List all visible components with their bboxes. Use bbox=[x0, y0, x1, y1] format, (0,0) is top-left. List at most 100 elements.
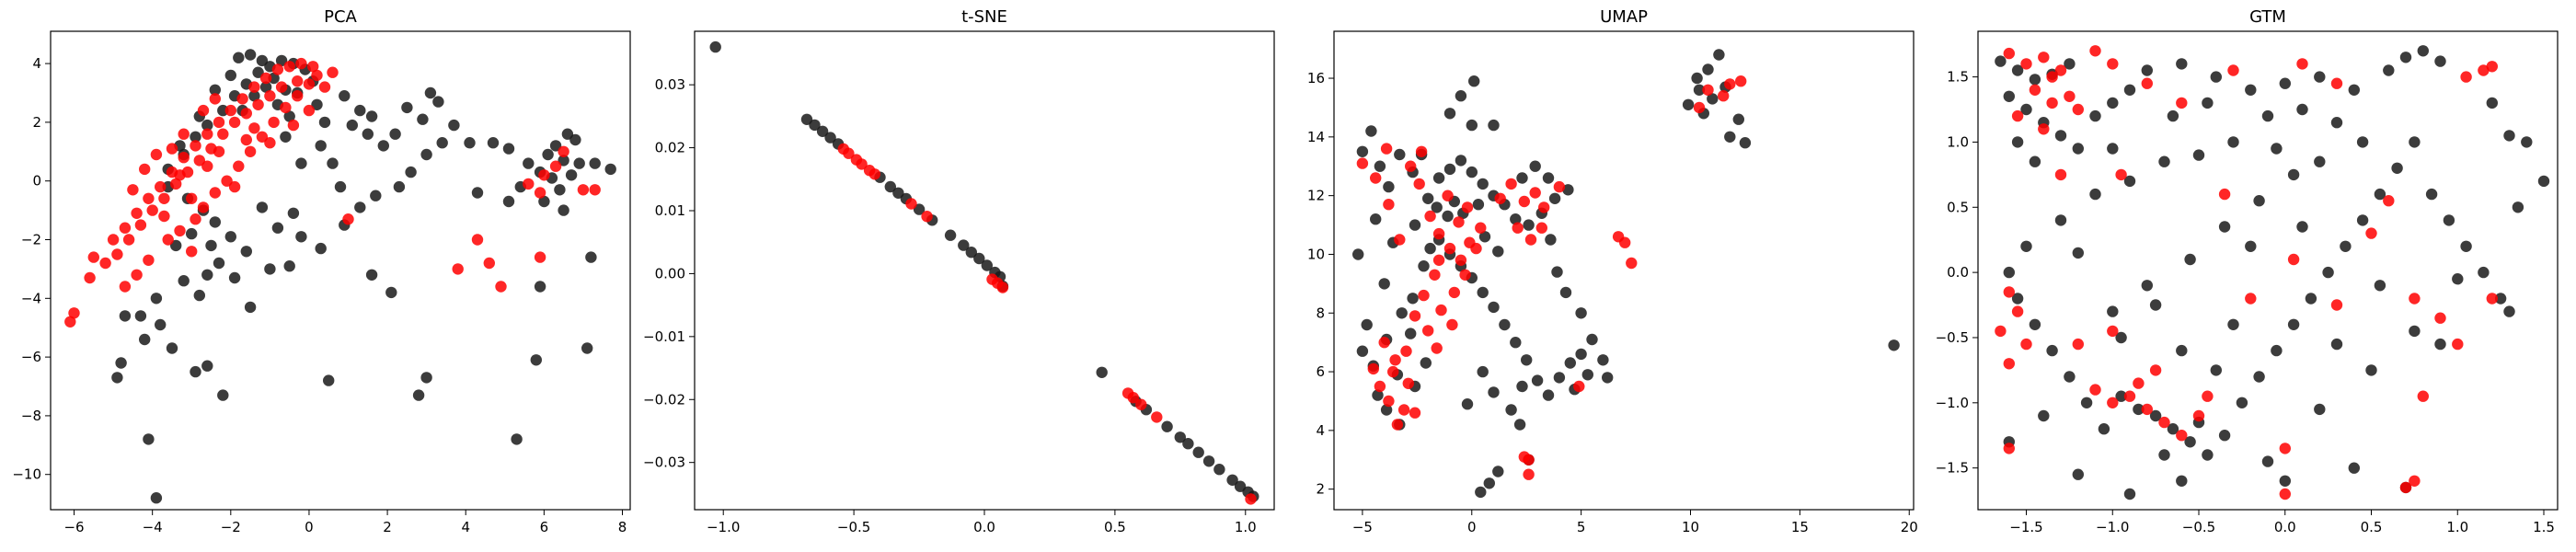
red-data-point bbox=[1356, 157, 1369, 169]
black-data-point bbox=[2356, 136, 2369, 148]
red-data-point bbox=[549, 160, 562, 172]
black-data-point bbox=[1432, 172, 1445, 184]
black-data-point bbox=[1581, 369, 1594, 381]
black-data-point bbox=[1361, 318, 1373, 331]
y-tick-label: −2 bbox=[21, 232, 41, 248]
black-data-point bbox=[709, 40, 721, 53]
black-data-point bbox=[2184, 436, 2196, 448]
red-data-point bbox=[2020, 58, 2032, 70]
black-data-point bbox=[2417, 45, 2429, 57]
red-data-point bbox=[131, 269, 143, 281]
red-data-point bbox=[534, 251, 546, 263]
black-data-point bbox=[436, 137, 448, 149]
red-data-point bbox=[280, 101, 292, 114]
x-tick-label: 1.0 bbox=[1235, 519, 1257, 535]
black-data-point bbox=[365, 269, 378, 281]
red-data-point bbox=[248, 81, 260, 93]
red-data-point bbox=[2176, 430, 2188, 442]
red-data-point bbox=[2409, 293, 2421, 305]
black-data-point bbox=[2072, 468, 2084, 480]
red-data-point bbox=[2064, 90, 2076, 103]
black-data-point bbox=[2003, 266, 2015, 279]
black-data-point bbox=[252, 66, 264, 78]
black-data-point bbox=[2314, 71, 2326, 83]
black-data-point bbox=[318, 116, 331, 129]
black-data-point bbox=[2158, 155, 2170, 167]
black-data-point bbox=[1510, 337, 1522, 349]
black-data-point bbox=[2141, 280, 2153, 292]
black-data-point bbox=[244, 49, 257, 61]
red-data-point bbox=[2020, 338, 2032, 351]
red-data-point bbox=[1374, 380, 1386, 393]
red-data-point bbox=[1724, 78, 1736, 90]
red-data-point bbox=[1402, 377, 1415, 389]
black-data-point bbox=[2133, 403, 2145, 416]
red-data-point bbox=[2296, 58, 2308, 70]
black-data-point bbox=[1523, 219, 1535, 231]
black-data-point bbox=[554, 184, 566, 196]
black-data-point bbox=[256, 54, 269, 67]
black-data-point bbox=[2038, 409, 2050, 422]
red-data-point bbox=[2115, 168, 2127, 181]
red-data-point bbox=[1518, 195, 1531, 208]
red-data-point bbox=[283, 61, 295, 73]
black-data-point bbox=[2218, 221, 2231, 233]
red-data-point bbox=[1432, 227, 1445, 240]
black-data-point bbox=[1466, 119, 1478, 132]
black-data-point bbox=[2107, 97, 2119, 109]
y-tick-label: 2 bbox=[1316, 481, 1325, 498]
red-data-point bbox=[209, 187, 221, 199]
red-data-point bbox=[119, 222, 132, 234]
red-data-point bbox=[471, 234, 484, 246]
black-data-point bbox=[1542, 389, 1555, 401]
black-data-point bbox=[1443, 163, 1456, 176]
red-data-point bbox=[1413, 178, 1425, 190]
x-tick-label: 8 bbox=[618, 519, 627, 535]
black-data-point bbox=[2089, 188, 2101, 201]
black-data-point bbox=[323, 374, 335, 386]
black-data-point bbox=[542, 148, 554, 161]
red-data-point bbox=[2038, 52, 2050, 63]
red-data-point bbox=[119, 281, 132, 293]
red-data-point bbox=[111, 248, 123, 260]
black-data-point bbox=[1461, 398, 1474, 410]
black-data-point bbox=[1455, 155, 1467, 167]
red-data-point bbox=[2029, 84, 2041, 97]
black-data-point bbox=[362, 128, 374, 140]
red-data-point bbox=[1245, 493, 1257, 505]
black-data-point bbox=[2167, 423, 2179, 435]
black-data-point bbox=[412, 389, 425, 401]
red-data-point bbox=[1429, 269, 1441, 281]
black-data-point bbox=[2245, 84, 2257, 97]
red-data-point bbox=[197, 104, 210, 117]
black-data-point bbox=[2123, 175, 2136, 188]
black-data-point bbox=[2253, 371, 2265, 383]
black-data-point bbox=[2521, 136, 2533, 148]
red-data-point bbox=[589, 184, 601, 196]
black-data-point bbox=[534, 281, 546, 293]
black-data-point bbox=[1405, 328, 1417, 339]
red-data-point bbox=[259, 72, 272, 85]
red-data-point bbox=[1409, 407, 1421, 419]
black-data-point bbox=[1407, 293, 1419, 305]
red-data-point bbox=[1370, 172, 1382, 184]
black-data-point bbox=[2296, 221, 2308, 233]
red-data-point bbox=[87, 251, 100, 263]
red-data-point bbox=[577, 184, 590, 196]
black-data-point bbox=[2176, 475, 2188, 487]
black-data-point bbox=[573, 157, 585, 169]
black-data-point bbox=[1468, 75, 1480, 87]
red-data-point bbox=[2054, 168, 2067, 181]
black-data-point bbox=[2348, 84, 2360, 97]
red-data-point bbox=[558, 145, 569, 157]
black-data-point bbox=[150, 492, 163, 504]
black-data-point bbox=[311, 98, 323, 111]
black-data-point bbox=[213, 257, 225, 270]
x-tick-label: 10 bbox=[1682, 519, 1699, 535]
red-data-point bbox=[2089, 45, 2101, 57]
black-data-point bbox=[2098, 423, 2110, 435]
y-tick-label: 1.0 bbox=[1947, 133, 1969, 150]
black-data-point bbox=[2020, 103, 2032, 116]
red-data-point bbox=[1702, 84, 1714, 97]
